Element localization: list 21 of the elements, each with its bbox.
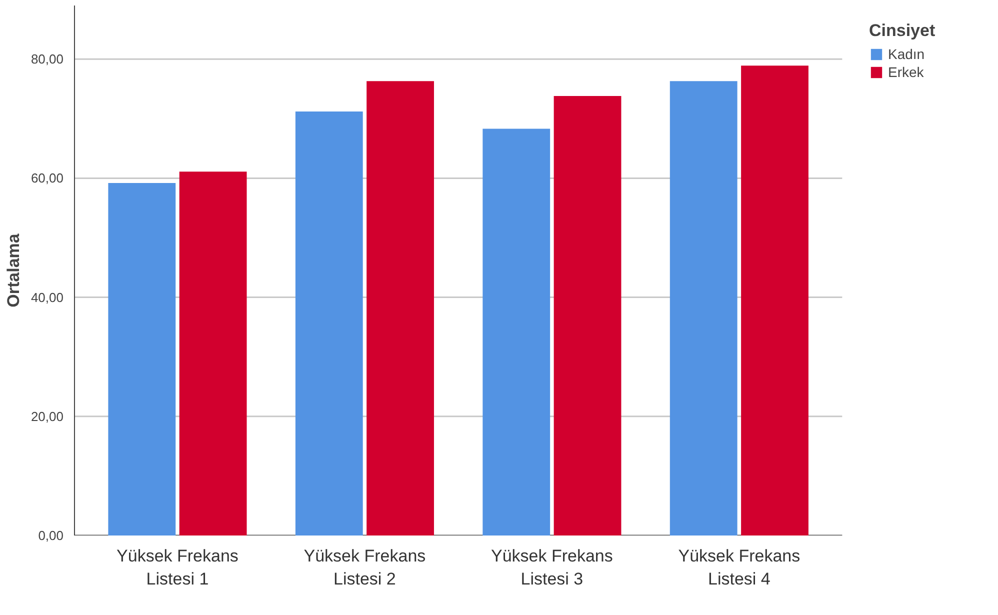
y-tick-label: 60,00 <box>30 170 64 186</box>
bar <box>670 81 738 536</box>
legend-title: Cinsiyet <box>869 21 936 41</box>
y-axis-title: Ortalama <box>4 233 23 308</box>
legend-label: Erkek <box>888 64 924 80</box>
y-tick-label: 80,00 <box>30 52 64 67</box>
x-tick-label: Yüksek Frekans Listesi 3 <box>491 546 613 588</box>
legend-label: Kadın <box>888 46 925 62</box>
bar <box>741 66 808 536</box>
bar <box>554 96 622 536</box>
x-tick-label: Yüksek Frekans Listesi 1 <box>116 546 238 588</box>
bar <box>179 172 247 536</box>
x-tick-label: Yüksek Frekans Listesi 4 <box>678 546 800 588</box>
y-tick-label: 40,00 <box>30 290 64 305</box>
y-tick-label: 0,00 <box>38 528 64 543</box>
bar <box>108 182 176 536</box>
bar <box>482 128 550 536</box>
x-tick-label: Yüksek Frekans Listesi 2 <box>304 546 426 588</box>
y-tick-label: 20,00 <box>30 408 64 424</box>
bar <box>366 81 434 536</box>
bar <box>295 112 363 536</box>
